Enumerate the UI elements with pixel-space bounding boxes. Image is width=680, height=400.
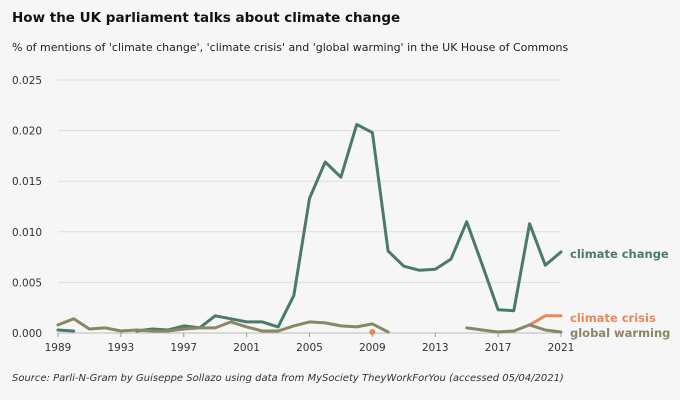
x-tick-label: 1993 bbox=[108, 342, 135, 354]
y-tick-label: 0.020 bbox=[12, 126, 42, 138]
series-point-climate-crisis bbox=[369, 328, 376, 335]
x-tick-label: 2021 bbox=[548, 342, 575, 354]
x-tick-label: 2005 bbox=[296, 342, 323, 354]
y-tick-label: 0.015 bbox=[12, 176, 42, 188]
x-tick-label: 2009 bbox=[359, 342, 386, 354]
series-line-global-warming bbox=[465, 323, 563, 334]
series-label-climate-crisis: climate crisis bbox=[570, 311, 656, 325]
series-line-global-warming bbox=[56, 317, 390, 334]
chart-title: How the UK parliament talks about climat… bbox=[12, 10, 401, 26]
x-tick-label: 1989 bbox=[45, 342, 72, 354]
y-tick-label: 0.000 bbox=[12, 328, 42, 340]
y-tick-label: 0.010 bbox=[12, 227, 42, 239]
chart-subtitle: % of mentions of 'climate change', 'clim… bbox=[12, 41, 569, 54]
series-line-climate-change bbox=[135, 123, 563, 333]
series-line-climate-crisis bbox=[528, 314, 563, 327]
x-tick-label: 1997 bbox=[170, 342, 197, 354]
chart-source: Source: Parli-N-Gram by Guiseppe Sollazo… bbox=[12, 373, 564, 384]
x-tick-label: 2013 bbox=[422, 342, 449, 354]
x-tick-label: 2017 bbox=[485, 342, 512, 354]
series-label-global-warming: global warming bbox=[570, 326, 670, 340]
y-tick-label: 0.025 bbox=[12, 75, 42, 87]
y-tick-label: 0.005 bbox=[12, 277, 42, 289]
series-label-climate-change: climate change bbox=[570, 247, 669, 261]
series-line-climate-change bbox=[56, 328, 76, 333]
x-tick-label: 2001 bbox=[233, 342, 260, 354]
